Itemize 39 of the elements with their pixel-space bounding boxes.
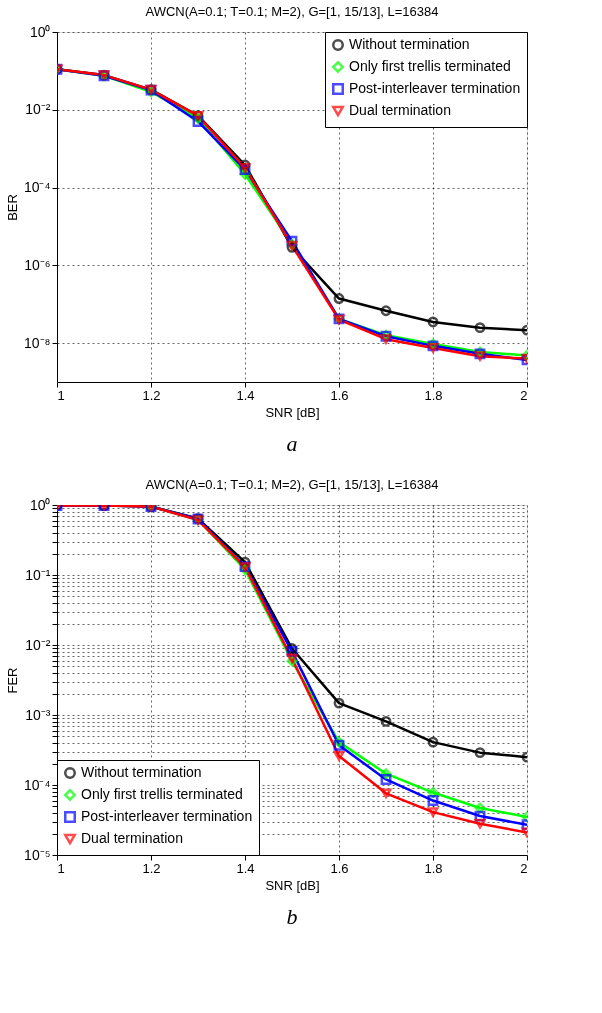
legend-label: Dual termination [349, 102, 451, 118]
x-tick-label: 2 [520, 387, 528, 403]
y-tick-label: 10⁻⁸ [24, 334, 51, 351]
legend-label: Without termination [349, 36, 470, 52]
text: b [286, 904, 298, 929]
y-tick-label: 10⁻² [25, 101, 51, 118]
y-tick-label: 10⁻⁶ [24, 256, 51, 273]
text: a [286, 431, 298, 456]
y-tick-label: 10⁻³ [25, 706, 51, 723]
y-tick-label: 10⁻⁵ [24, 846, 51, 863]
y-tick-label: 10⁻⁴ [23, 179, 51, 196]
legend-label: Only first trellis terminated [81, 786, 243, 802]
y-tick-label: 10⁻² [25, 636, 51, 653]
x-tick-label: 2 [520, 860, 528, 876]
legend-label: Post-interleaver termination [349, 80, 521, 96]
legend-label: Only first trellis terminated [349, 58, 511, 74]
y-tick-label: 10⁰ [29, 23, 51, 40]
y-tick-label: 10⁻¹ [25, 566, 51, 583]
x-axis-title: SNR [dB] [265, 404, 320, 420]
legend-label: Dual termination [81, 830, 183, 846]
x-tick-label: 1.4 [236, 387, 255, 403]
x-tick-label: 1.4 [236, 860, 255, 876]
x-tick-label: 1.2 [142, 387, 161, 403]
chart-title: AWCN(A=0.1; T=0.1; M=2), G=[1, 15/13], L=16384 [145, 4, 439, 19]
legend-label: Without termination [81, 764, 202, 780]
x-tick-label: 1.8 [424, 860, 443, 876]
x-tick-label: 1.6 [330, 860, 349, 876]
x-tick-label: 1.6 [330, 387, 349, 403]
y-axis-title: FER [4, 667, 20, 694]
y-tick-label: 10⁻⁴ [23, 776, 51, 793]
y-axis-title: BER [4, 194, 20, 221]
legend-label: Post-interleaver termination [81, 808, 253, 824]
x-axis-title: SNR [dB] [265, 877, 320, 893]
x-tick-label: 1.8 [424, 387, 443, 403]
y-tick-label: 10⁰ [29, 496, 51, 513]
x-tick-label: 1 [57, 387, 65, 403]
x-tick-label: 1.2 [142, 860, 161, 876]
chart-title: AWCN(A=0.1; T=0.1; M=2), G=[1, 15/13], L=16384 [145, 477, 439, 492]
x-tick-label: 1 [57, 860, 65, 876]
